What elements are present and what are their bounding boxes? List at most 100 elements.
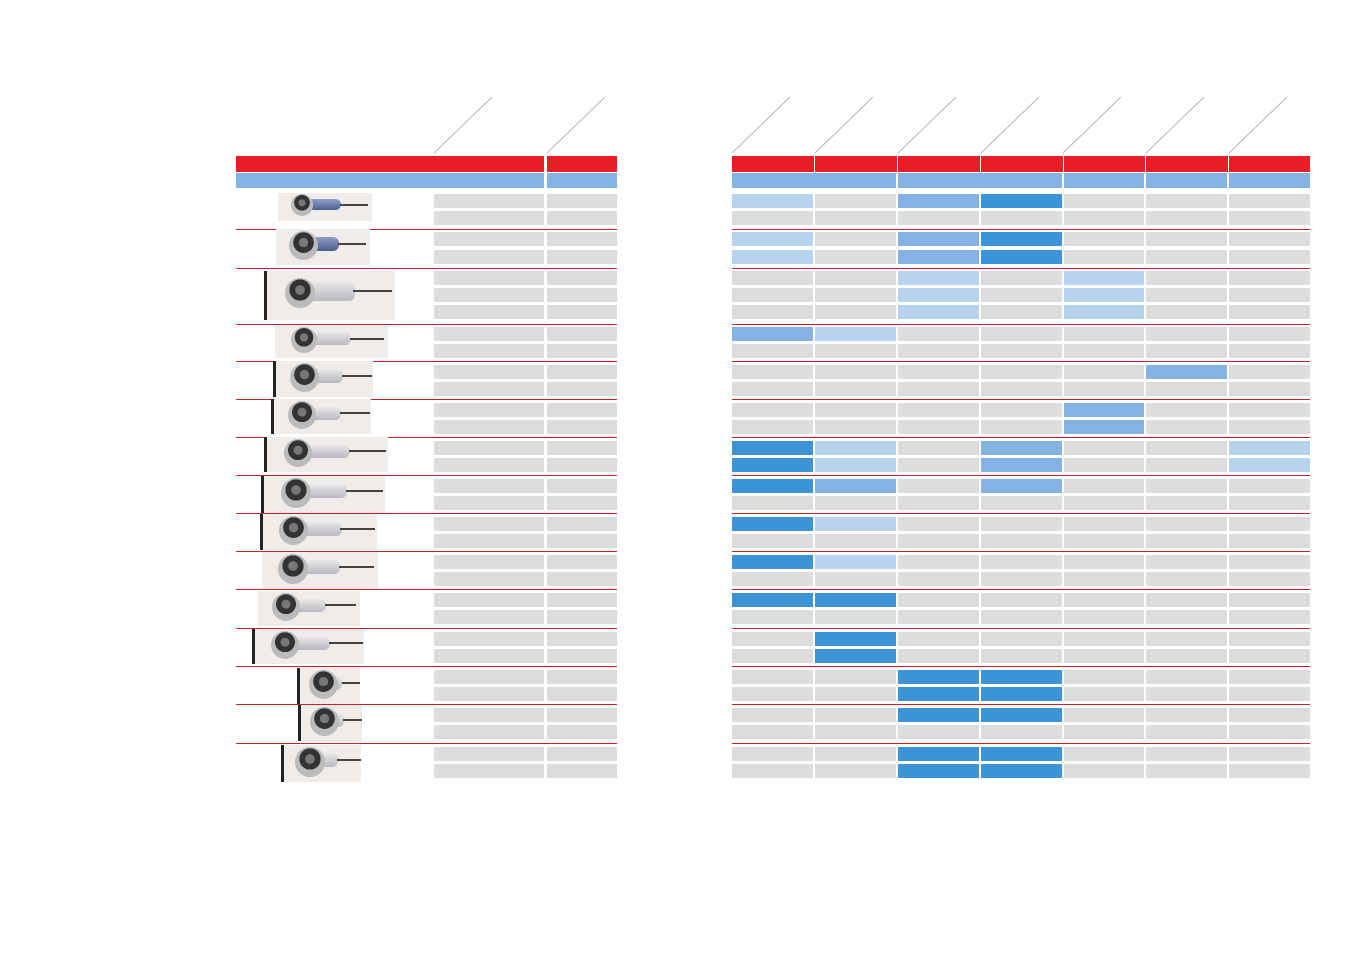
application-cell-r26-c7	[1229, 670, 1310, 684]
application-cell-r20-c1	[732, 555, 813, 569]
application-cell-r29-c2	[815, 725, 896, 739]
application-cell-r14-c3	[898, 441, 979, 455]
application-cell-r18-c4	[981, 517, 1062, 531]
application-cell-r5-c4	[981, 271, 1062, 285]
application-cell-r18-c1	[732, 517, 813, 531]
application-cell-r11-c6	[1146, 382, 1227, 396]
application-cell-r18-c3	[898, 517, 979, 531]
grinder-disc-icon	[291, 194, 314, 217]
spec-cell-value-26	[547, 670, 617, 684]
application-cell-r12-c5	[1064, 403, 1144, 417]
spec-cell-model-1	[434, 194, 544, 208]
application-cell-r28-c5	[1064, 708, 1144, 722]
grinder-disc-icon	[290, 363, 319, 392]
power-cord-icon	[353, 290, 392, 292]
application-cell-r19-c3	[898, 534, 979, 548]
application-cell-r15-c4	[981, 458, 1062, 472]
application-cell-r16-c2	[815, 479, 896, 493]
application-cell-r20-c7	[1229, 555, 1310, 569]
application-cell-r27-c3	[898, 687, 979, 701]
grinder-body-icon	[299, 199, 341, 210]
column-header-line-6	[980, 96, 1040, 154]
application-cell-r12-c4	[981, 403, 1062, 417]
header-divider-5	[1145, 156, 1146, 172]
power-cord-icon	[337, 759, 361, 761]
application-cell-r8-c3	[898, 327, 979, 341]
application-cell-r31-c1	[732, 764, 813, 778]
row-separator-left-14	[236, 743, 617, 744]
application-cell-r3-c7	[1229, 232, 1310, 246]
application-cell-r12-c2	[815, 403, 896, 417]
spec-cell-model-28	[434, 708, 544, 722]
row-separator-left-1	[236, 229, 617, 230]
grinder-disc-icon	[284, 439, 312, 467]
tool-image-14	[298, 705, 362, 741]
row-separator-left-13	[236, 704, 617, 705]
application-cell-r17-c5	[1064, 496, 1144, 510]
application-cell-r23-c3	[898, 610, 979, 624]
application-cell-r12-c7	[1229, 403, 1310, 417]
header-divider-3	[980, 156, 981, 172]
application-cell-r9-c2	[815, 344, 896, 358]
spec-cell-model-8	[434, 327, 544, 341]
application-cell-r21-c2	[815, 572, 896, 586]
application-cell-r11-c2	[815, 382, 896, 396]
row-separator-right-2	[732, 268, 1310, 269]
spec-cell-value-11	[547, 382, 617, 396]
application-cell-r31-c2	[815, 764, 896, 778]
row-separator-left-7	[236, 475, 617, 476]
application-cell-r20-c3	[898, 555, 979, 569]
application-cell-r14-c6	[1146, 441, 1227, 455]
grinder-disc-icon	[278, 554, 308, 584]
application-cell-r13-c2	[815, 420, 896, 434]
grinder-disc-icon	[291, 327, 318, 354]
spec-cell-value-20	[547, 555, 617, 569]
application-cell-r7-c3	[898, 305, 979, 319]
application-cell-r22-c3	[898, 593, 979, 607]
application-cell-r25-c5	[1064, 649, 1144, 663]
application-cell-r14-c7	[1229, 441, 1310, 455]
power-cord-icon	[342, 682, 360, 684]
spec-cell-model-3	[434, 232, 544, 246]
column-header-line-1	[433, 96, 493, 154]
application-cell-r15-c5	[1064, 458, 1144, 472]
spec-cell-value-25	[547, 649, 617, 663]
application-cell-r30-c7	[1229, 747, 1310, 761]
tool-image-5	[273, 361, 373, 397]
application-cell-r1-c3	[898, 194, 979, 208]
application-cell-r28-c1	[732, 708, 813, 722]
application-cell-r28-c6	[1146, 708, 1227, 722]
application-cell-r6-c3	[898, 288, 979, 302]
row-separator-left-11	[236, 628, 617, 629]
power-cord-icon	[329, 642, 363, 644]
application-cell-r20-c5	[1064, 555, 1144, 569]
grinder-disc-icon	[309, 670, 338, 699]
application-cell-r10-c4	[981, 365, 1062, 379]
grinder-disc-icon	[271, 631, 299, 659]
spec-cell-value-18	[547, 517, 617, 531]
column-header-line-5	[897, 96, 957, 154]
column-header-line-9	[1228, 96, 1288, 154]
column-header-line-8	[1145, 96, 1205, 154]
row-separator-left-2	[236, 268, 617, 269]
tool-image-9	[260, 514, 377, 550]
application-cell-r23-c6	[1146, 610, 1227, 624]
row-separator-right-14	[732, 743, 1310, 744]
application-cell-r30-c4	[981, 747, 1062, 761]
application-cell-r24-c3	[898, 632, 979, 646]
application-cell-r23-c4	[981, 610, 1062, 624]
application-cell-r15-c7	[1229, 458, 1310, 472]
header-divider-1	[814, 156, 815, 172]
column-header-line-3	[731, 96, 791, 154]
application-cell-r15-c2	[815, 458, 896, 472]
header-divider-4	[1063, 156, 1064, 172]
application-cell-r29-c3	[898, 725, 979, 739]
tool-image-13	[297, 668, 360, 704]
application-cell-r11-c5	[1064, 382, 1144, 396]
spec-cell-value-6	[547, 288, 617, 302]
application-cell-r12-c1	[732, 403, 813, 417]
power-cord-icon	[325, 604, 356, 606]
application-cell-r28-c7	[1229, 708, 1310, 722]
application-cell-r3-c6	[1146, 232, 1227, 246]
